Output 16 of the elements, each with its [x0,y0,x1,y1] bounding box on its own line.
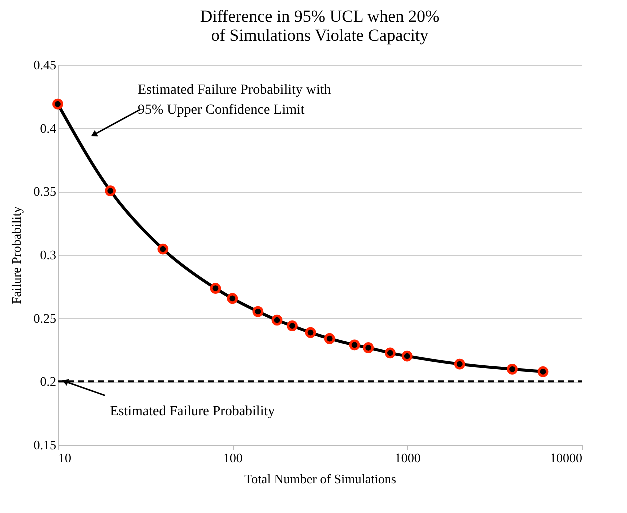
y-axis-title: Failure Probability [8,206,24,304]
y-tick-label: 0.4 [40,120,57,136]
y-tick-label: 0.25 [34,310,56,326]
x-tick-label: 1000 [394,450,421,466]
chart-title: Difference in 95% UCL when 20% of Simulations Violate Capacity [200,7,440,45]
x-tick-label: 10000 [550,450,582,466]
annotation: Estimated Failure Probability [110,404,276,420]
x-tick-label: 100 [223,450,243,466]
y-tick-label: 0.35 [34,184,56,200]
annotation: Estimated Failure Probability with 95% Upper Confidence Limit [138,83,332,118]
y-tick-label: 0.3 [40,248,56,262]
y-tick-label: 0.15 [34,438,56,452]
x-axis-title: Total Number of Simulations [244,472,396,486]
y-tick-label: 0.45 [34,58,56,72]
y-tick-label: 0.2 [40,374,56,390]
x-tick-label: 10 [58,450,72,466]
